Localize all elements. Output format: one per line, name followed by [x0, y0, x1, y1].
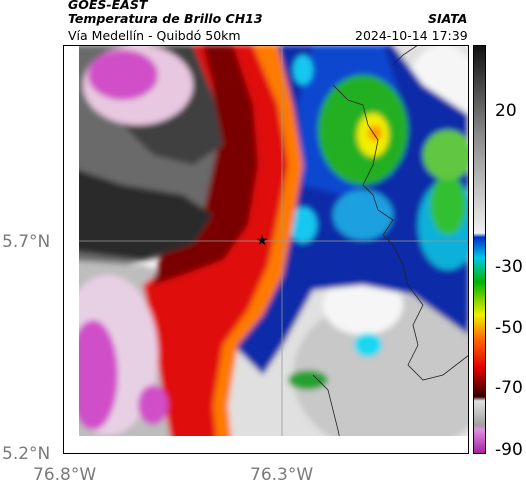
lon-tick-76.3: 76.3°W: [250, 465, 314, 485]
colorbar-tick-minus30: -30: [495, 257, 523, 277]
satellite-title: GOES-EAST: [68, 0, 148, 12]
temperature-colorbar: [473, 45, 486, 454]
border-line-3: [392, 45, 419, 66]
border-line-1: [332, 84, 469, 381]
source-label: SIATA: [428, 11, 468, 26]
colorbar-tick-minus70: -70: [495, 378, 523, 398]
map-frame: [63, 45, 469, 454]
region-subtitle: Vía Medellín - Quibdó 50km: [68, 28, 241, 43]
colorbar-tick-minus90: -90: [495, 440, 523, 460]
lon-tick-76.8: 76.8°W: [33, 465, 97, 485]
datetime-label: 2024-10-14 17:39: [355, 28, 468, 43]
no-data-strip-bottom: [63, 436, 469, 454]
location-star-marker: ★: [256, 233, 269, 249]
colorbar-tick-20: 20: [495, 101, 517, 121]
brightness-temperature-map: ★: [63, 45, 469, 454]
no-data-strip-left: [63, 45, 79, 454]
lat-tick-5.2: 5.2°N: [2, 444, 51, 464]
product-title: Temperatura de Brillo CH13: [68, 11, 263, 26]
lat-tick-5.7: 5.7°N: [2, 232, 51, 252]
colorbar-tick-minus50: -50: [495, 318, 523, 338]
